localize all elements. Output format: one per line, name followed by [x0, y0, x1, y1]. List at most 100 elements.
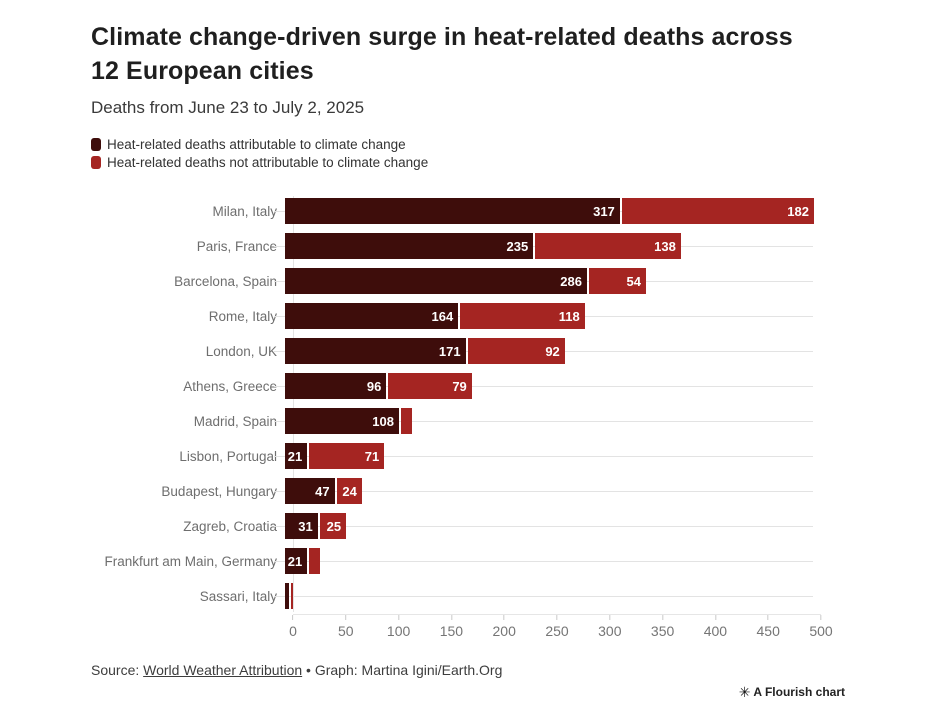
- bar-value-label: 21: [287, 448, 303, 464]
- tick-mark: [556, 615, 558, 620]
- legend: Heat-related deaths attributable to clim…: [91, 135, 851, 171]
- stacked-bar: 171 92: [285, 338, 565, 364]
- source-suffix: • Graph: Martina Igini/Earth.Org: [302, 662, 503, 678]
- city-label: Athens, Greece: [183, 379, 277, 394]
- bar-value-label: 47: [315, 483, 330, 499]
- bar-segment[interactable]: 21: [285, 443, 308, 469]
- tick-mark: [345, 615, 347, 620]
- legend-item-attributable[interactable]: Heat-related deaths attributable to clim…: [91, 135, 851, 153]
- bar-value-label: 31: [298, 518, 313, 534]
- bar-value-label: 108: [372, 413, 394, 429]
- row-gridline: [274, 596, 813, 597]
- city-label: Frankfurt am Main, Germany: [104, 554, 277, 569]
- stacked-bar: 108: [285, 408, 412, 434]
- tick-mark: [714, 615, 716, 620]
- tick-label: 500: [809, 623, 833, 639]
- bar-value-label: 92: [545, 343, 560, 359]
- row-plot-area: 164 118: [274, 299, 813, 334]
- bar-segment[interactable]: 171: [285, 338, 466, 364]
- source-link[interactable]: World Weather Attribution: [143, 662, 303, 678]
- stacked-bar: 317 182: [285, 198, 814, 224]
- chart-row: Sassari, Italy: [91, 579, 821, 614]
- flourish-badge[interactable]: ✳ A Flourish chart: [738, 685, 845, 699]
- bar-segment[interactable]: 118: [460, 303, 585, 329]
- bar-segment[interactable]: 108: [285, 408, 399, 434]
- bar-value-label: 24: [342, 483, 357, 499]
- tick-mark: [503, 615, 505, 620]
- chart-row: Madrid, Spain 108: [91, 404, 821, 439]
- bar-value-label: 54: [626, 273, 641, 289]
- city-label: London, UK: [205, 344, 277, 359]
- legend-item-not-attributable[interactable]: Heat-related deaths not attributable to …: [91, 153, 851, 171]
- bar-segment[interactable]: 24: [336, 478, 362, 504]
- row-plot-area: 31 25: [274, 509, 813, 544]
- x-axis-tick: 400: [704, 615, 727, 639]
- x-axis-tick: 0: [289, 615, 297, 639]
- row-plot-area: 317 182: [274, 194, 814, 229]
- bar-segment[interactable]: 31: [285, 513, 318, 539]
- bar-value-label: 164: [431, 308, 454, 324]
- x-axis-tick: 500: [809, 615, 833, 639]
- zero-axis-line: [293, 196, 294, 612]
- chart-page: Climate change-driven surge in heat-rela…: [91, 20, 851, 678]
- chart-row: Zagreb, Croatia 31 25: [91, 509, 821, 544]
- bar-segment[interactable]: [291, 583, 294, 609]
- bar-segment[interactable]: 79: [388, 373, 472, 399]
- row-gridline: [274, 526, 813, 527]
- flourish-badge-label: A Flourish chart: [753, 685, 845, 699]
- bar-value-label: 171: [438, 343, 461, 359]
- bar-segment[interactable]: 182: [621, 198, 814, 224]
- bar-value-label: 138: [654, 238, 676, 254]
- bar-segment[interactable]: 138: [535, 233, 681, 259]
- tick-label: 300: [598, 623, 622, 639]
- legend-swatch-not-attributable-icon: [91, 155, 101, 169]
- bar-value-label: 317: [593, 203, 615, 219]
- bar-segment[interactable]: 71: [309, 443, 385, 469]
- chart-row: Paris, France 235 138: [91, 229, 821, 264]
- bar-segment[interactable]: 317: [285, 198, 620, 224]
- row-plot-area: 96 79: [274, 369, 813, 404]
- row-gridline: [274, 421, 813, 422]
- chart-title: Climate change-driven surge in heat-rela…: [91, 23, 793, 85]
- stacked-bar: 47 24: [285, 478, 362, 504]
- bar-segment[interactable]: 54: [589, 268, 646, 294]
- bar-value-label: 25: [326, 518, 342, 534]
- legend-label: Heat-related deaths attributable to clim…: [107, 136, 406, 152]
- tick-mark: [609, 615, 611, 620]
- bar-segment[interactable]: 96: [285, 373, 387, 399]
- bar-segment[interactable]: 235: [285, 233, 534, 259]
- city-label: Barcelona, Spain: [174, 274, 277, 289]
- stacked-bar: 31 25: [285, 513, 347, 539]
- tick-label: 200: [492, 623, 516, 639]
- legend-swatch-attributable-icon: [91, 137, 101, 151]
- tick-mark: [767, 615, 769, 620]
- tick-label: 50: [338, 623, 354, 639]
- x-axis-tick: 450: [757, 615, 780, 639]
- bar-segment[interactable]: 47: [285, 478, 335, 504]
- bar-value-label: 118: [558, 308, 580, 324]
- bar-segment[interactable]: 25: [319, 513, 347, 539]
- row-plot-area: 21 71: [274, 439, 813, 474]
- city-label: Rome, Italy: [208, 309, 277, 324]
- bar-segment[interactable]: 21: [285, 548, 308, 574]
- bar-segment[interactable]: 92: [467, 338, 565, 364]
- city-label: Madrid, Spain: [193, 414, 277, 429]
- tick-mark: [662, 615, 664, 620]
- source-prefix: Source:: [91, 662, 144, 678]
- row-gridline: [274, 386, 813, 387]
- bar-segment[interactable]: [401, 408, 412, 434]
- city-label: Paris, France: [196, 239, 277, 254]
- chart-subtitle: Deaths from June 23 to July 2, 2025: [91, 98, 365, 117]
- stacked-bar: [285, 583, 294, 609]
- bar-segment[interactable]: 286: [285, 268, 587, 294]
- stacked-bar: 286 54: [285, 268, 646, 294]
- row-plot-area: [274, 579, 813, 614]
- row-plot-area: 286 54: [274, 264, 813, 299]
- legend-label: Heat-related deaths not attributable to …: [107, 154, 429, 170]
- bar-segment[interactable]: 164: [285, 303, 459, 329]
- tick-mark: [820, 615, 822, 620]
- bar-segment[interactable]: [309, 548, 320, 574]
- row-plot-area: 171 92: [274, 334, 813, 369]
- bar-segment[interactable]: [285, 583, 290, 609]
- city-label: Lisbon, Portugal: [179, 449, 277, 464]
